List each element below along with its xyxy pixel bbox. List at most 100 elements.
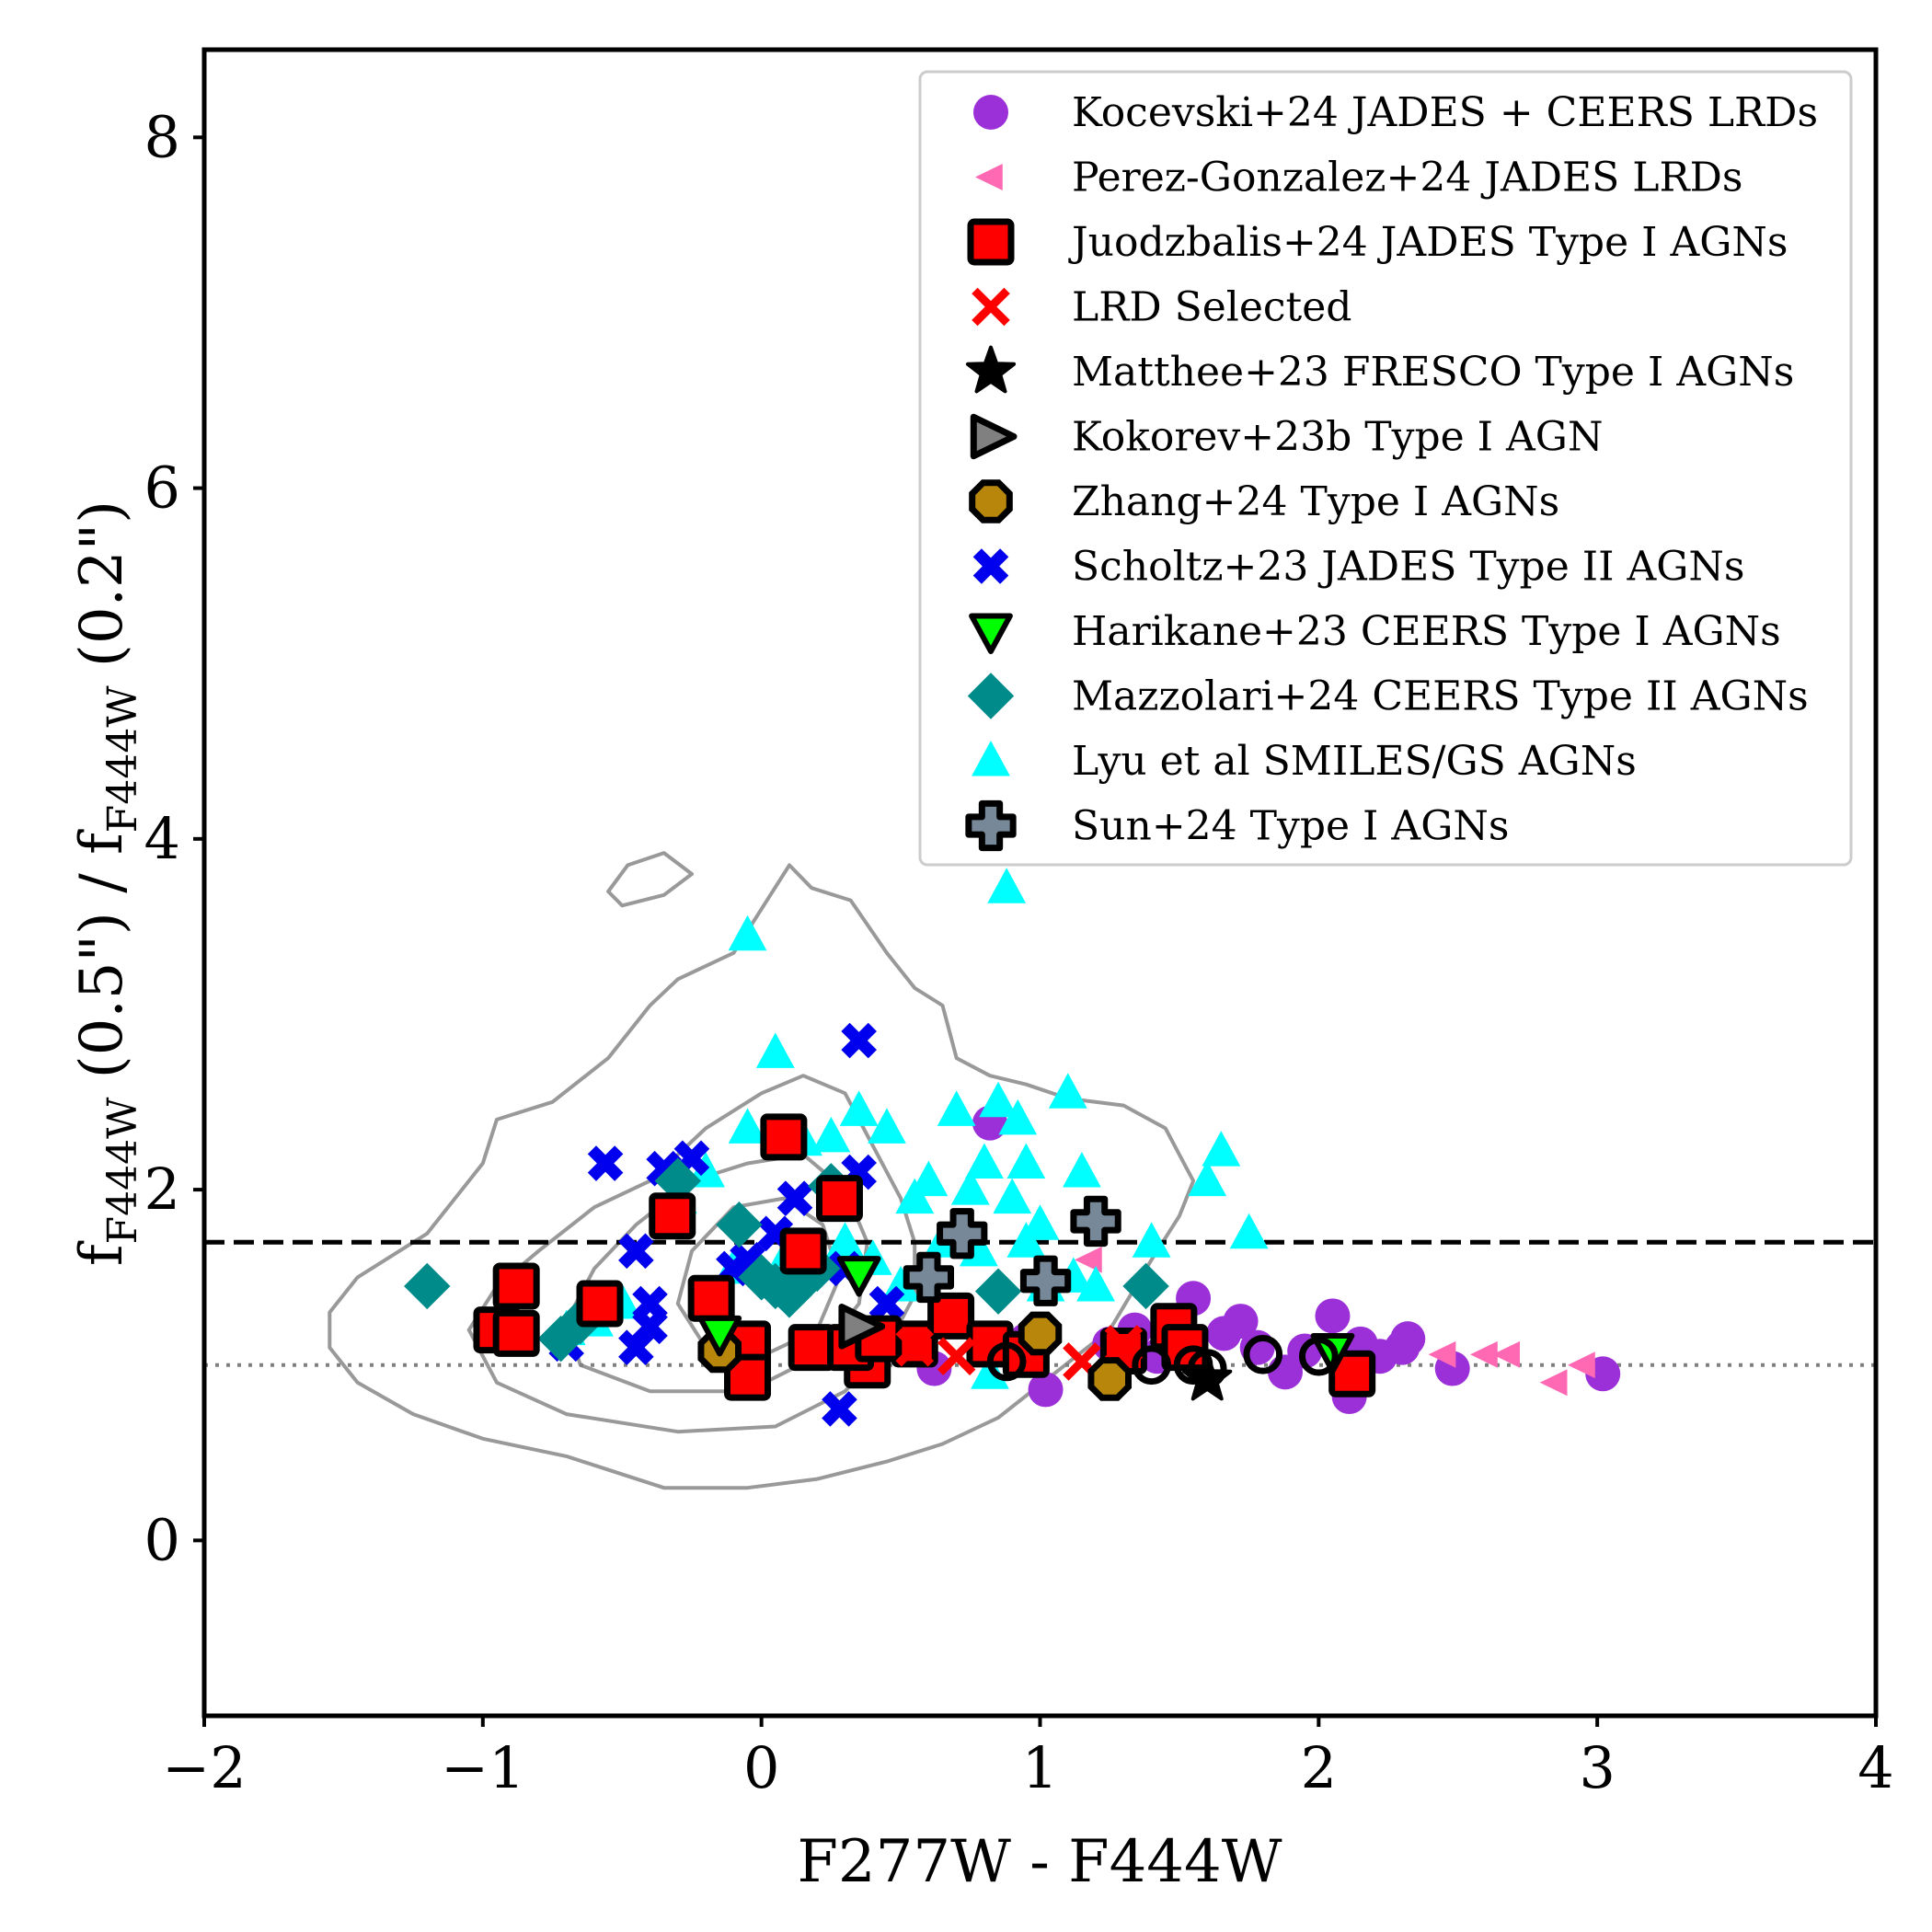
- data-point-open-circle-5: [1173, 1345, 1213, 1386]
- data-point-tri-up-9: [937, 1090, 976, 1126]
- data-point-diamond-3: [654, 1157, 702, 1204]
- data-point-x-thick-6: [618, 1233, 654, 1270]
- legend-marker-tri-right: [970, 413, 1018, 460]
- legend-label: Juodzbalis+24 JADES Type I AGNs: [1068, 219, 1788, 266]
- data-point-square-4: [492, 1262, 540, 1310]
- data-point-tri-up-33: [1006, 1222, 1046, 1258]
- contour-island: [606, 851, 694, 908]
- data-point-tri-left-1: [1492, 1340, 1521, 1368]
- data-point-circle-1: [1028, 1372, 1064, 1408]
- data-point-x-thin-3: [895, 1328, 935, 1367]
- legend-marker-tri-left: [975, 164, 1003, 190]
- data-point-tri-up-21: [1188, 1160, 1227, 1197]
- legend-marker-tri-down: [969, 613, 1013, 654]
- data-point-tri-down-0: [836, 1256, 881, 1297]
- series-6: [895, 1325, 1144, 1381]
- legend: Kocevski+24 JADES + CEERS LRDs Perez-Gonz…: [918, 70, 1853, 867]
- legend-label: Sun+24 Type I AGNs: [1072, 803, 1509, 850]
- series-11: [903, 1195, 1121, 1306]
- data-point-tri-up-12: [979, 1081, 1018, 1118]
- legend-label: Scholtz+23 JADES Type II AGNs: [1072, 544, 1744, 591]
- data-point-square-3: [779, 1227, 827, 1275]
- series-12: [986, 1334, 1339, 1388]
- data-point-tri-left-4: [1075, 1246, 1102, 1273]
- x-tick-label: −2: [162, 1734, 246, 1801]
- data-point-plus-0: [1070, 1195, 1121, 1248]
- data-point-open-circle-2: [1298, 1336, 1339, 1376]
- data-point-x-thin-0: [937, 1337, 976, 1375]
- legend-marker-square: [967, 218, 1015, 266]
- legend-marker-circle: [973, 95, 1008, 130]
- data-points: [404, 868, 1621, 1427]
- data-point-tri-up-24: [987, 868, 1027, 903]
- legend-label: Kokorev+23b Type I AGN: [1072, 414, 1603, 461]
- data-point-octagon-1: [1018, 1311, 1063, 1356]
- y-tick-label: 6: [144, 454, 180, 522]
- data-point-tri-up-14: [998, 1098, 1038, 1135]
- data-point-tri-up-17: [1048, 1073, 1087, 1109]
- data-point-tri-up-10: [950, 1169, 990, 1205]
- y-axis-title-sub-numerator: F444W: [99, 1097, 146, 1245]
- legend-label: Zhang+24 Type I AGNs: [1072, 478, 1559, 525]
- data-point-tri-up-1: [755, 1032, 795, 1068]
- legend-label: LRD Selected: [1072, 284, 1351, 331]
- x-tick-label: 1: [1022, 1734, 1058, 1801]
- y-axis-title: fF444W (0.5") / fF444W (0.2"): [68, 500, 146, 1266]
- data-point-plus-2: [903, 1251, 955, 1304]
- data-point-x-thick-1: [587, 1145, 624, 1181]
- data-point-tri-up-22: [1202, 1131, 1241, 1167]
- data-point-x-thick-5: [776, 1180, 813, 1216]
- data-point-circle-9: [1390, 1321, 1426, 1357]
- y-axis-title-mid: (0.5") / f: [68, 829, 136, 1098]
- legend-label: Kocevski+24 JADES + CEERS LRDs: [1072, 89, 1818, 136]
- data-point-octagon-0: [1087, 1357, 1133, 1401]
- data-point-square-1: [649, 1192, 696, 1240]
- data-point-tri-up-23: [1229, 1213, 1269, 1249]
- data-point-tri-up-6: [868, 1108, 906, 1144]
- data-point-x-thick-13: [822, 1391, 857, 1427]
- data-point-square-10: [788, 1324, 835, 1372]
- series-9: [697, 1311, 1133, 1401]
- data-point-x-thick-0: [841, 1022, 877, 1059]
- data-point-circle-13: [1206, 1316, 1242, 1351]
- legend-label: Lyu et al SMILES/GS AGNs: [1072, 738, 1637, 785]
- legend-label: Matthee+23 FRESCO Type I AGNs: [1072, 349, 1794, 396]
- data-point-tri-up-20: [1132, 1222, 1171, 1258]
- legend-marker-star: [965, 345, 1017, 394]
- data-point-diamond-11: [1122, 1262, 1169, 1310]
- legend-marker-tri-up: [972, 741, 1010, 776]
- data-point-tri-left-3: [1539, 1369, 1568, 1397]
- data-point-tri-up-2: [728, 1108, 767, 1144]
- data-point-tri-up-0: [728, 914, 767, 951]
- legend-label: Perez-Gonzalez+24 JADES LRDs: [1072, 155, 1742, 201]
- x-tick-label: 4: [1857, 1734, 1893, 1801]
- y-tick-label: 0: [144, 1506, 180, 1573]
- data-point-tri-left-2: [1568, 1351, 1595, 1379]
- legend-items: Kocevski+24 JADES + CEERS LRDs Perez-Gonz…: [965, 89, 1818, 852]
- data-point-tri-up-15: [1006, 1143, 1046, 1179]
- data-point-square-21: [724, 1353, 772, 1401]
- data-point-x-thick-11: [618, 1329, 654, 1365]
- y-tick-label: 4: [144, 805, 180, 872]
- y-tick-label: 2: [144, 1156, 180, 1223]
- data-point-square-2: [815, 1175, 863, 1223]
- x-axis-title: F277W - F444W: [798, 1828, 1282, 1896]
- y-axis-title-sub-denominator: F444W: [99, 685, 146, 834]
- data-point-square-0: [760, 1113, 808, 1161]
- data-point-open-circle-1: [1243, 1334, 1283, 1374]
- x-tick-label: 2: [1301, 1734, 1337, 1801]
- data-point-circle-6: [1315, 1298, 1351, 1334]
- data-point-diamond-0: [404, 1262, 451, 1310]
- data-point-square-5: [576, 1280, 624, 1328]
- data-point-tri-up-18: [1063, 1152, 1101, 1188]
- x-tick-label: 3: [1579, 1734, 1615, 1801]
- legend-marker-x-thin: [972, 287, 1010, 327]
- legend-marker-diamond: [967, 673, 1015, 719]
- plot-area: [204, 851, 1876, 1490]
- y-tick-label: 8: [144, 103, 180, 170]
- legend-marker-x-thick: [972, 548, 1009, 584]
- data-point-tri-down-1: [697, 1315, 742, 1357]
- series-10: [697, 1256, 1355, 1374]
- x-tick-label: −1: [441, 1734, 524, 1801]
